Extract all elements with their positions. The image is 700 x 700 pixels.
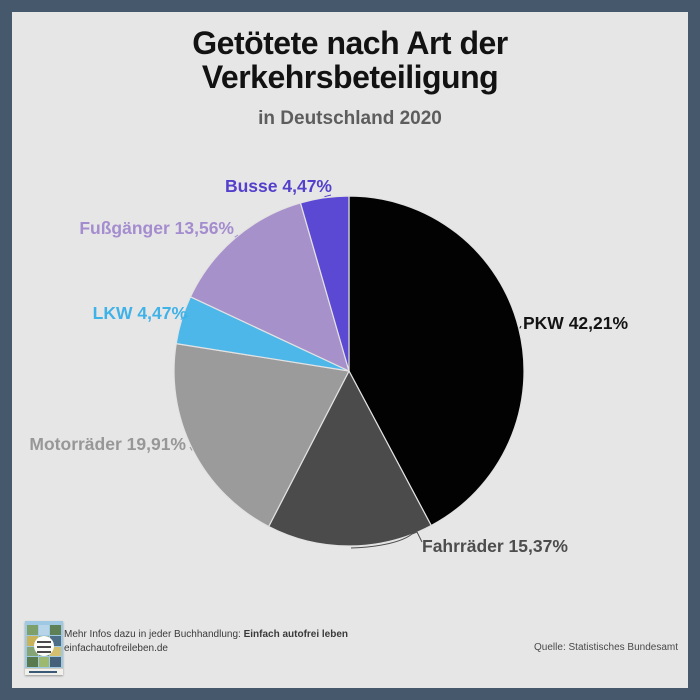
pie-slice-fahrräder xyxy=(268,370,432,547)
book-cover-image xyxy=(25,621,63,675)
pie-slice-fußgänger xyxy=(189,202,350,372)
chart-subtitle: in Deutschland 2020 xyxy=(258,108,442,129)
pie-slice-motorräder xyxy=(173,343,350,528)
footer-website: einfachautofreileben.de xyxy=(64,643,168,654)
source-attribution: Quelle: Statistisches Bundesamt xyxy=(534,642,678,653)
chart-title: Getötete nach Art der Verkehrsbeteiligung xyxy=(0,26,700,94)
pie-slice-pkw xyxy=(348,195,525,527)
pie-label-busse: Busse 4,47% xyxy=(224,176,332,196)
pie-label-fahrraeder: Fahrräder 15,37% xyxy=(422,536,568,556)
pie-leader-fußgänger xyxy=(234,234,239,238)
book-cover-bottom-strip xyxy=(25,668,63,675)
footer-info-prefix: Mehr Infos dazu in jeder Buchhandlung: xyxy=(64,629,244,640)
pie-label-motorraeder: Motorräder 19,91% xyxy=(29,434,186,454)
footer: Mehr Infos dazu in jeder Buchhandlung: E… xyxy=(0,621,700,700)
pie-slice-busse xyxy=(299,195,350,372)
footer-info-text: Mehr Infos dazu in jeder Buchhandlung: E… xyxy=(64,628,348,656)
pie-leader-lkw xyxy=(180,315,189,320)
pie-leader-motorräder xyxy=(189,446,193,451)
pie-label-pkw: PKW 42,21% xyxy=(523,313,629,333)
chart-title-line1: Getötete nach Art der xyxy=(192,25,508,61)
footer-info-book-title: Einfach autofrei leben xyxy=(243,629,349,640)
pie-label-lkw: LKW 4,47% xyxy=(92,303,187,323)
pie-leader-fahrräder xyxy=(350,531,423,549)
chart-header: Getötete nach Art der Verkehrsbeteiligung… xyxy=(0,26,700,130)
chart-title-line2: Verkehrsbeteiligung xyxy=(201,59,499,95)
pie-leader-busse xyxy=(324,194,332,198)
pie-label-fussgaenger: Fußgänger 13,56% xyxy=(79,218,234,238)
pie-leader-pkw xyxy=(519,325,522,329)
book-cover-title-circle xyxy=(34,636,54,656)
